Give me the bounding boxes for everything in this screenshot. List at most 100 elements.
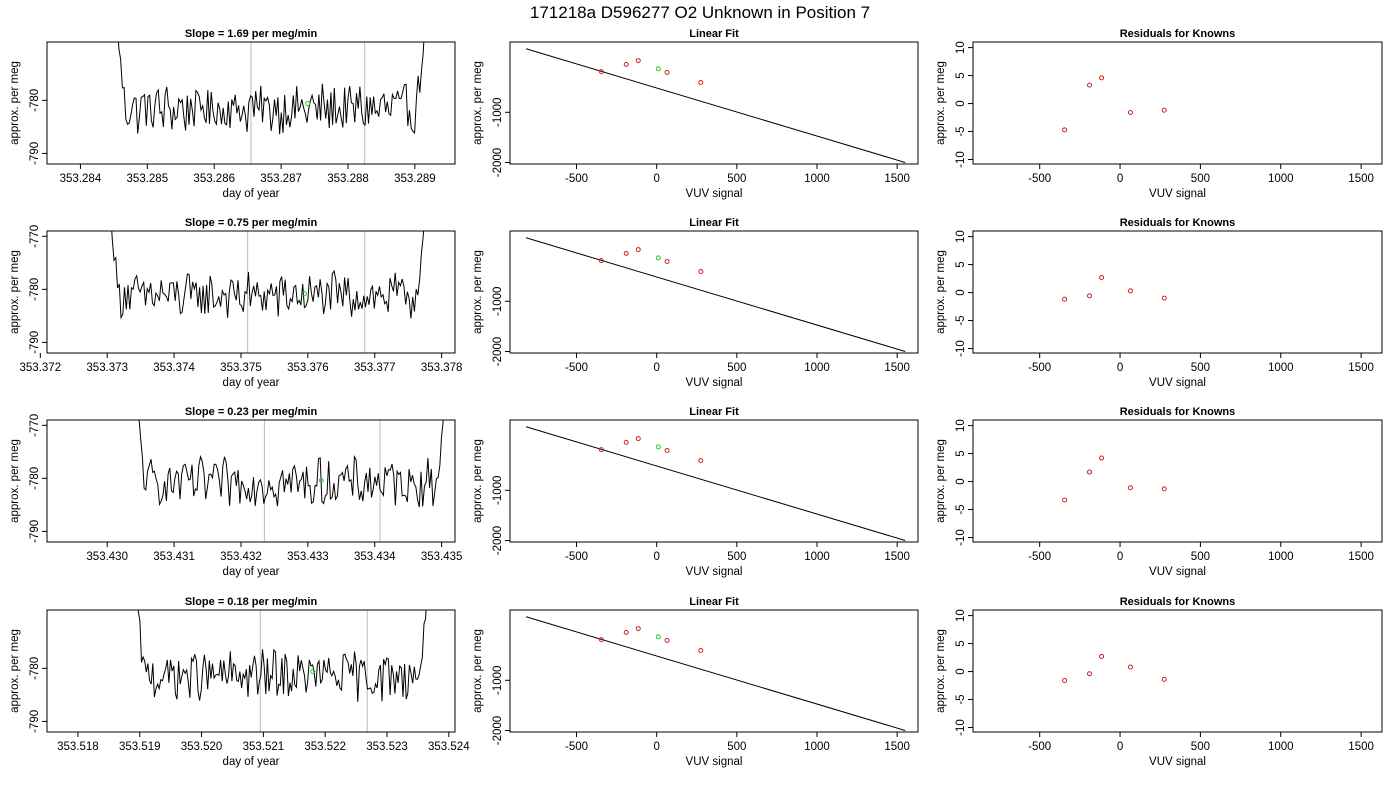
x-tick-label: 1000: [804, 362, 830, 374]
y-tick-label: -1000: [492, 287, 504, 316]
panel-residuals-row-2: Residuals for Knowns -500 0 500 1000 1500 -10 -…: [935, 217, 1383, 389]
x-axis-label: day of year: [223, 377, 280, 389]
x-tick-label: 353.374: [153, 362, 195, 374]
plot-area: [137, 610, 427, 732]
x-tick-label: 353.378: [421, 362, 463, 374]
known-point: [664, 258, 670, 264]
plot-area: [525, 237, 906, 352]
x-tick-label: 1500: [1348, 362, 1374, 374]
unknown-point: [655, 255, 661, 261]
known-point: [635, 436, 641, 442]
x-tick-label: 353.377: [354, 362, 396, 374]
x-tick-label: -500: [1028, 741, 1051, 753]
residual-point: [1062, 678, 1068, 684]
known-point: [698, 648, 704, 654]
x-tick-label: -500: [1028, 362, 1051, 374]
residual-point: [1099, 653, 1105, 659]
x-tick-label: 0: [653, 173, 659, 185]
y-axis-label: approx. per meg: [472, 439, 484, 523]
y-axis-label: approx. per meg: [9, 439, 21, 523]
y-tick-label: -5: [955, 504, 967, 514]
x-axis-label: VUV signal: [1149, 377, 1206, 389]
plot-frame: [972, 230, 1383, 354]
plot-area: [525, 616, 906, 731]
y-tick-label: 0: [955, 100, 967, 106]
y-tick-label: -10: [955, 151, 967, 168]
known-point: [598, 637, 604, 643]
panel-title: Slope = 0.75 per meg/min: [185, 217, 318, 229]
panel-title: Linear Fit: [689, 596, 739, 608]
y-tick-label: 0: [955, 289, 967, 295]
x-tick-label: 0: [653, 362, 659, 374]
x-tick-label: 353.520: [181, 741, 223, 753]
x-tick-label: 1500: [1348, 551, 1374, 563]
y-axis-label: approx. per meg: [9, 629, 21, 713]
panel-title: Linear Fit: [689, 217, 739, 229]
x-tick-label: 1500: [884, 362, 910, 374]
x-axis-label: VUV signal: [686, 188, 743, 200]
known-point: [623, 61, 629, 67]
y-axis-label: approx. per meg: [935, 629, 947, 713]
y-tick-label: -780: [29, 89, 41, 112]
y-tick-label: -790: [29, 142, 41, 165]
y-tick-label: -790: [29, 520, 41, 543]
figure-title: 171218a D596277 O2 Unknown in Position 7: [530, 3, 870, 22]
residual-point: [1161, 676, 1167, 682]
known-point: [598, 447, 604, 453]
y-tick-label: -5: [955, 315, 967, 325]
panel-timeseries-row-4: Slope = 0.18 per meg/min 353.518 353.519 35…: [9, 596, 470, 768]
residual-point: [1087, 82, 1093, 88]
x-tick-label: 353.521: [243, 741, 285, 753]
series-line: [137, 610, 427, 702]
y-axis-label: approx. per meg: [472, 629, 484, 713]
x-axis-label: day of year: [223, 756, 280, 768]
x-tick-label: 353.434: [354, 551, 396, 563]
y-tick-label: -780: [29, 657, 41, 680]
x-tick-label: 500: [727, 741, 746, 753]
known-point: [623, 250, 629, 256]
plot-frame: [46, 609, 456, 733]
x-tick-label: 353.519: [119, 741, 161, 753]
x-tick-label: 353.431: [153, 551, 195, 563]
x-tick-label: 1000: [1268, 551, 1294, 563]
panel-title: Slope = 0.18 per meg/min: [185, 596, 318, 608]
y-tick-label: -780: [29, 278, 41, 301]
plot-area: [138, 420, 444, 542]
y-tick-label: 10: [955, 609, 967, 622]
unknown-point: [318, 477, 324, 483]
panel-fit-row-4: Linear Fit -500 0 500 1000 1500 -1000 -2000 VUV …: [472, 596, 919, 768]
x-tick-label: 500: [727, 362, 746, 374]
y-tick-label: -2000: [492, 148, 504, 177]
panel-title: Residuals for Knowns: [1120, 596, 1236, 608]
x-axis-label: VUV signal: [686, 377, 743, 389]
unknown-point: [302, 291, 308, 297]
plot-frame: [972, 419, 1383, 543]
x-tick-label: 1000: [1268, 362, 1294, 374]
y-tick-label: -780: [29, 467, 41, 490]
x-tick-label: 353.284: [60, 173, 102, 185]
x-tick-label: 0: [1117, 173, 1123, 185]
known-point: [635, 58, 641, 64]
y-tick-label: -2000: [492, 526, 504, 555]
x-tick-label: 353.375: [220, 362, 262, 374]
x-tick-label: 1000: [1268, 173, 1294, 185]
y-tick-label: 10: [955, 419, 967, 432]
panel-timeseries-row-1: Slope = 1.69 per meg/min 353.284 353.285 35…: [9, 28, 456, 200]
x-axis-label: day of year: [223, 566, 280, 578]
y-axis-label: approx. per meg: [9, 61, 21, 145]
residual-point: [1099, 75, 1105, 81]
fit-line: [525, 237, 906, 352]
x-tick-label: 500: [1191, 362, 1210, 374]
unknown-point: [310, 669, 316, 675]
x-tick-label: 0: [653, 551, 659, 563]
plot-frame: [46, 419, 456, 543]
known-point: [623, 629, 629, 635]
y-tick-label: -2000: [492, 337, 504, 366]
x-tick-label: 353.372: [20, 362, 62, 374]
y-axis-label: approx. per meg: [9, 250, 21, 334]
plot-frame: [972, 41, 1383, 165]
x-tick-label: 353.376: [287, 362, 329, 374]
y-tick-label: 5: [955, 640, 967, 646]
series-line: [117, 42, 425, 135]
x-tick-label: 1500: [884, 551, 910, 563]
